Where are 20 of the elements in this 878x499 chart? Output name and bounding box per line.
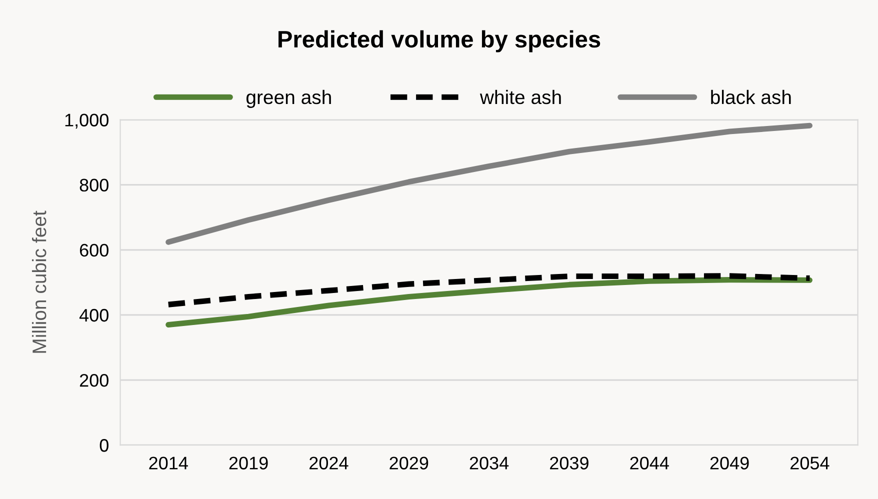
- x-tick-label: 2054: [790, 456, 830, 470]
- x-tick-label: 2014: [149, 456, 188, 470]
- legend-label: black ash: [711, 90, 791, 104]
- y-tick-label: 600: [80, 244, 108, 257]
- y-tick-label: 1,000: [65, 114, 108, 129]
- y-tick-label: 0: [100, 439, 108, 452]
- x-tick-label: 2049: [710, 456, 749, 470]
- y-axis-title: Million cubic feet: [32, 210, 46, 353]
- x-tick-label: 2029: [390, 456, 428, 470]
- chart-title: Predicted volume by species: [278, 30, 600, 52]
- y-tick-label: 400: [79, 308, 108, 322]
- legend-label: green ash: [246, 90, 331, 108]
- x-tick-label: 2024: [310, 456, 348, 470]
- y-tick-label: 800: [80, 178, 108, 192]
- x-tick-label: 2034: [470, 456, 509, 470]
- x-tick-label: 2044: [630, 456, 669, 470]
- x-tick-label: 2039: [550, 456, 588, 470]
- y-tick-label: 200: [80, 374, 108, 387]
- x-tick-label: 2019: [229, 456, 268, 470]
- legend-label: white ash: [480, 90, 561, 104]
